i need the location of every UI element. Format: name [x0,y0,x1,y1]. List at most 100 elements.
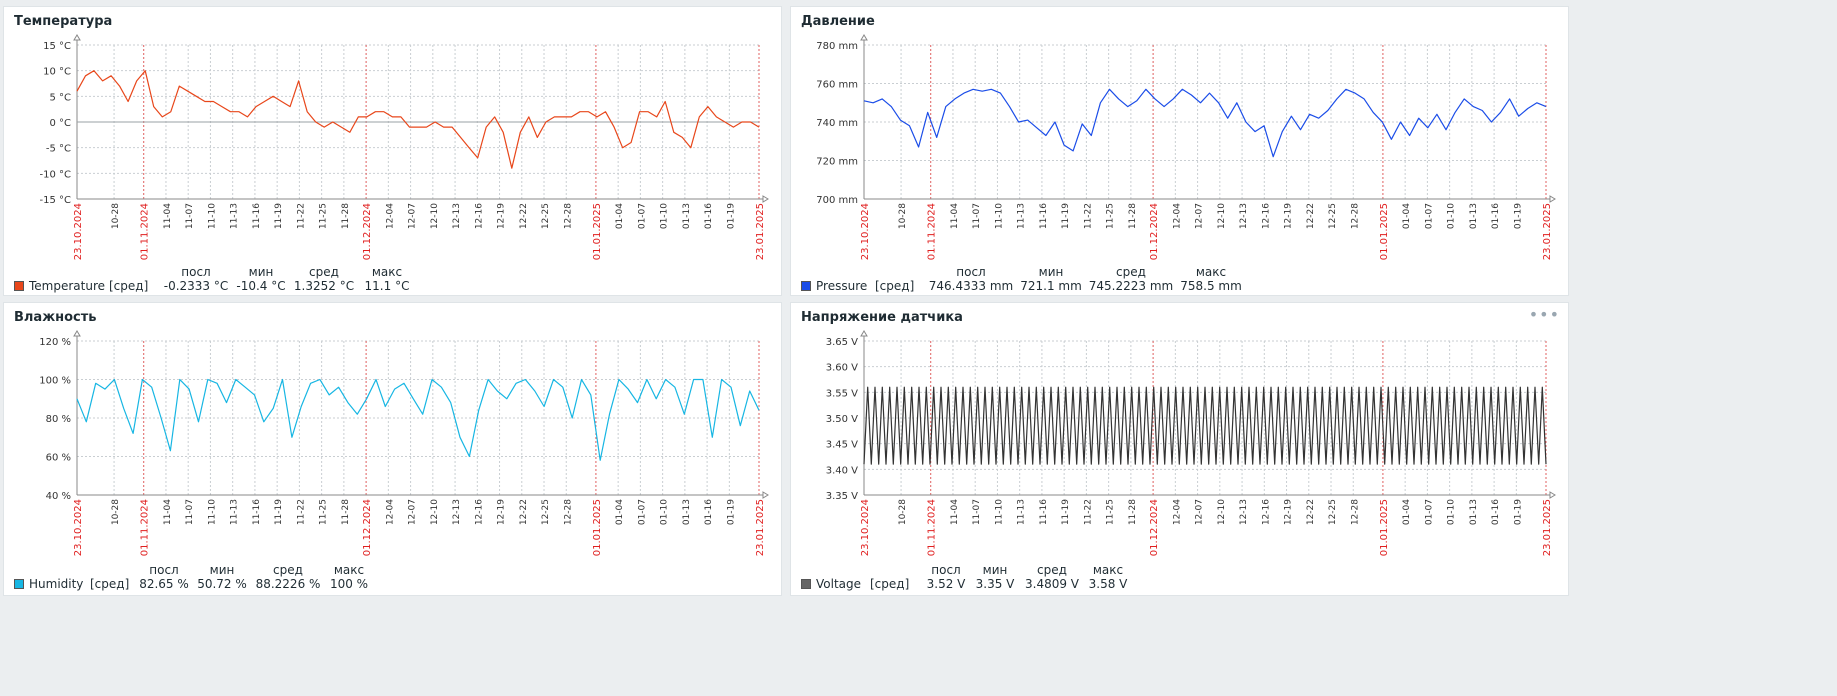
x-tick-label: 12-04 [1172,499,1182,525]
x-tick-label: 11-13 [1017,203,1027,229]
x-tick-label: 01.11.2024 [140,499,151,556]
x-tick-label: 01-10 [660,203,670,229]
y-tick-label: 5 °C [49,92,71,103]
x-tick-label: 11-22 [1083,499,1093,525]
panel-title: Напряжение датчика [801,310,963,325]
x-tick-label: 01.12.2024 [1149,499,1160,556]
x-tick-label: 01.01.2025 [1379,203,1390,260]
legend-series-name: Temperature [29,279,106,293]
temperature-chart: 15 °C 10 °C 5 °C 0 °C -5 °C -10 °C -15 °C23.10… [40,34,769,260]
x-tick-label: 01.11.2024 [140,203,151,260]
x-tick-label: 01.12.2024 [362,203,373,260]
x-tick-label: 01-04 [615,203,625,229]
x-tick-label: 11-10 [994,499,1004,525]
x-tick-label: 01-07 [637,499,647,525]
legend-value-max: 100 % [329,577,369,591]
x-tick-label: 01-13 [682,499,692,525]
x-tick-label: 11-19 [274,499,284,525]
legend-function: [сред] [90,577,130,591]
x-tick-label: 23.10.2024 [860,203,871,260]
x-tick-label: 01-04 [615,499,625,525]
x-tick-label: 11-04 [163,203,173,229]
y-axis-arrow [73,34,81,41]
x-tick-label: 12-19 [497,203,507,229]
panel-menu-button[interactable]: ••• [1528,305,1560,324]
x-tick-label: 23.01.2025 [755,499,766,556]
legend-value-last: 3.52 V [926,577,966,591]
y-tick-label: 40 % [46,491,71,502]
panel-title: Температура [14,14,113,29]
x-tick-label: 11-25 [319,203,329,229]
legend-header-avg: сред [1116,265,1146,279]
legend-series-name: Humidity [29,577,84,591]
series-line [76,378,760,461]
x-tick-label: 01-13 [1469,203,1479,229]
x-tick-label: 01-19 [726,203,736,229]
x-tick-label: 11-04 [950,203,960,229]
x-tick-label: 01.01.2025 [592,499,603,556]
x-tick-label: 11-28 [1128,499,1138,525]
x-tick-label: 12-10 [430,499,440,525]
legend-header-min: мин [248,265,274,279]
y-tick-label: 60 % [46,453,71,464]
legend-value-last: 746.4333 mm [928,279,1014,293]
x-tick-label: 12-28 [563,203,573,229]
x-tick-label: 12-13 [452,499,462,525]
x-tick-label: 12-22 [519,499,529,525]
legend-value-min: 721.1 mm [1020,279,1082,293]
x-tick-label: 12-07 [408,499,418,525]
x-tick-label: 11-16 [252,203,262,229]
voltage-panel: Напряжение датчика ••• 3.65 V 3.60 V 3.55 … [790,302,1569,596]
x-tick-label: 12-07 [408,203,418,229]
x-tick-label: 11-07 [972,499,982,525]
x-tick-label: 01.01.2025 [1379,499,1390,556]
y-tick-label: 700 mm [816,195,858,206]
x-tick-label: 01-07 [1424,499,1434,525]
legend-value-avg: 88.2226 % [255,577,321,591]
x-tick-label: 12-13 [1239,203,1249,229]
x-tick-label: 12-07 [1195,499,1205,525]
y-tick-label: 0 °C [49,118,71,129]
legend-function: [сред] [870,577,910,591]
x-tick-label: 01-13 [682,203,692,229]
x-tick-label: 12-10 [1217,203,1227,229]
y-tick-label: 10 °C [43,67,71,78]
y-axis-arrow [860,330,868,337]
legend-series-name: Pressure [816,279,868,293]
x-tick-label: 12-07 [1195,203,1205,229]
humidity-panel: Влажность 120 % 100 % 80 % 60 % 40 % 23.10.20… [3,302,782,596]
pressure-chart: 780 mm 760 mm 740 mm 720 mm 700 mm23.10.2024… [816,34,1556,260]
legend-value-last: 82.65 % [139,577,189,591]
humidity-legend: посл мин сред макс Humidity [сред] 82.65 % … [14,563,754,593]
legend-value-avg: 745.2223 mm [1088,279,1174,293]
legend-function: [сред] [875,279,915,293]
x-tick-label: 11-28 [341,203,351,229]
x-tick-label: 12-16 [1261,203,1271,229]
legend-value-avg: 3.4809 V [1024,577,1080,591]
legend-value-avg: 1.3252 °C [293,279,355,293]
legend-header-min: мин [982,563,1008,577]
temperature-swatch [14,281,24,291]
x-tick-label: 23.10.2024 [73,499,84,556]
x-tick-label: 01-04 [1402,203,1412,229]
x-tick-label: 12-25 [541,499,551,525]
legend-header-max: макс [333,563,365,577]
x-axis-arrow [1549,195,1556,203]
y-tick-label: -15 °C [40,195,72,206]
x-tick-label: 11-19 [1061,499,1071,525]
y-tick-label: -5 °C [46,144,71,155]
x-tick-label: 10-28 [898,499,908,525]
legend-header-min: мин [209,563,235,577]
x-tick-label: 12-16 [1261,499,1271,525]
x-tick-label: 12-19 [1284,499,1294,525]
x-tick-label: 12-22 [519,203,529,229]
x-tick-label: 12-10 [1217,499,1227,525]
humidity-swatch [14,579,24,589]
legend-header-min: мин [1038,265,1064,279]
x-tick-label: 12-28 [1350,499,1360,525]
y-tick-label: 3.65 V [826,337,858,348]
x-tick-label: 01.01.2025 [592,203,603,260]
x-tick-label: 01-16 [1491,203,1501,229]
legend-series-name: Voltage [816,577,862,591]
legend-value-min: -10.4 °C [236,279,286,293]
